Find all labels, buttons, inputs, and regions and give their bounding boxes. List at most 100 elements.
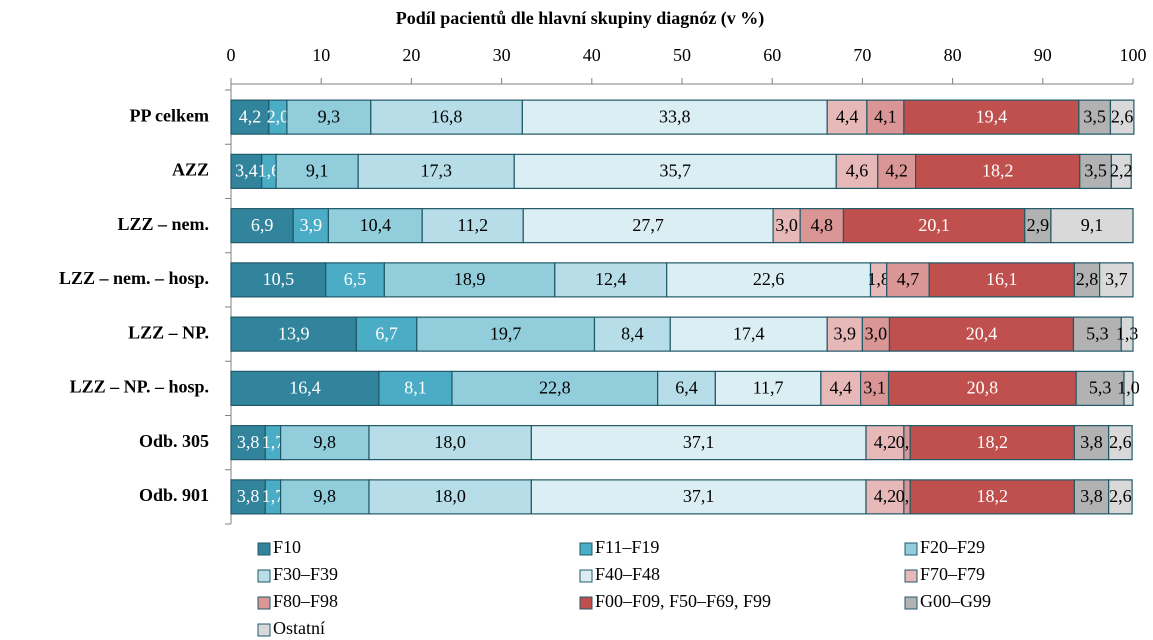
bar-segment	[859, 370, 890, 406]
data-label: 1,7	[262, 486, 285, 506]
legend-swatch	[257, 596, 271, 610]
bar-segment	[861, 316, 891, 352]
data-label: 2,6	[1109, 486, 1132, 506]
data-label: 3,8	[1080, 432, 1103, 452]
data-label: 4,6	[846, 161, 869, 181]
bar-segment	[530, 425, 867, 461]
data-label: 2,8	[1076, 269, 1099, 289]
data-label: 22,6	[753, 269, 785, 289]
bar-segment	[357, 153, 515, 189]
bar-segment	[593, 316, 671, 352]
bar-segment	[772, 208, 801, 244]
data-label: 19,7	[490, 323, 522, 343]
legend-label: G00–G99	[920, 591, 991, 611]
x-tick-label: 30	[493, 45, 511, 65]
x-tick-label: 20	[402, 45, 420, 65]
y-tick-label: Odb. 305	[139, 431, 209, 451]
data-label: 22,8	[539, 378, 571, 398]
data-label: 4,2	[885, 161, 908, 181]
y-tick-label: AZZ	[172, 160, 209, 180]
data-label: 17,3	[420, 161, 452, 181]
data-label: 4,7	[897, 269, 920, 289]
legend-swatch	[257, 542, 271, 556]
legend-swatch	[257, 623, 271, 637]
bar-segment	[383, 262, 556, 298]
x-tick-label: 40	[583, 45, 601, 65]
data-label: 2,6	[1111, 106, 1134, 126]
legend-swatch	[257, 569, 271, 583]
bar-segment	[530, 479, 867, 515]
x-tick-label: 50	[673, 45, 691, 65]
bar-segment	[1108, 479, 1133, 515]
bar-segment	[230, 262, 327, 298]
bar-segment	[886, 262, 930, 298]
legend-label: F30–F39	[273, 564, 338, 584]
data-label: 16,1	[986, 269, 1018, 289]
bar-segment	[826, 316, 863, 352]
data-label: 4,8	[811, 215, 834, 235]
legend-label: F20–F29	[920, 537, 985, 557]
data-label: 16,8	[431, 106, 463, 126]
bar-segment	[1075, 370, 1125, 406]
legend-swatch	[904, 542, 918, 556]
data-label: 16,4	[289, 378, 321, 398]
data-label: 37,1	[683, 486, 715, 506]
y-tick-label: PP celkem	[130, 105, 209, 125]
data-label: 3,8	[237, 432, 260, 452]
data-label: 3,1	[863, 378, 886, 398]
legend-swatch	[579, 542, 593, 556]
data-label: 4,2	[874, 432, 897, 452]
data-label: 9,1	[306, 161, 329, 181]
data-label: 9,8	[314, 432, 337, 452]
legend-label: F00–F09, F50–F69, F99	[595, 591, 771, 611]
data-label: 17,4	[733, 323, 765, 343]
legend-label: F40–F48	[595, 564, 660, 584]
data-label: 6,4	[675, 378, 698, 398]
legend-swatch	[579, 596, 593, 610]
data-label: 3,9	[300, 215, 323, 235]
data-label: 20,1	[918, 215, 950, 235]
bar-segment	[909, 479, 1075, 515]
bar-segment	[835, 153, 879, 189]
legend-label: F11–F19	[595, 537, 659, 557]
data-label: 18,2	[977, 432, 1009, 452]
data-label: 3,7	[1105, 269, 1128, 289]
bar-segment	[368, 479, 532, 515]
bar-segment	[1073, 479, 1110, 515]
y-tick-label: LZZ – NP. – hosp.	[70, 377, 209, 397]
bar-segment	[865, 479, 905, 515]
bar-segment	[521, 99, 828, 135]
data-label: 18,2	[982, 161, 1014, 181]
bar-segment	[842, 208, 1026, 244]
bar-segment	[378, 370, 453, 406]
y-tick-label: LZZ – nem. – hosp.	[59, 268, 209, 288]
bar-segment	[928, 262, 1075, 298]
data-label: 9,8	[314, 486, 337, 506]
bar-segment	[1050, 208, 1134, 244]
data-label: 2,6	[1109, 432, 1132, 452]
data-label: 1,6	[258, 161, 281, 181]
bar-segment	[714, 370, 822, 406]
data-label: 18,2	[977, 486, 1009, 506]
bar-segment	[275, 153, 359, 189]
y-tick-label: Odb. 901	[139, 485, 209, 505]
data-label: 9,3	[318, 106, 341, 126]
data-label: 12,4	[595, 269, 627, 289]
legend-swatch	[579, 569, 593, 583]
bar-segment	[451, 370, 659, 406]
data-label: 9,1	[1081, 215, 1104, 235]
data-label: 3,9	[834, 323, 857, 343]
bar-segment	[230, 370, 380, 406]
bar-segment	[877, 153, 917, 189]
bar-segment	[866, 99, 905, 135]
bar-segment	[421, 208, 524, 244]
data-label: 35,7	[659, 161, 691, 181]
data-label: 3,5	[1084, 161, 1107, 181]
bar-segment	[280, 425, 370, 461]
legend-label: F80–F98	[273, 591, 338, 611]
data-label: 10,5	[263, 269, 295, 289]
data-label: 4,4	[830, 378, 853, 398]
x-tick-label: 80	[944, 45, 962, 65]
x-tick-label: 90	[1034, 45, 1052, 65]
